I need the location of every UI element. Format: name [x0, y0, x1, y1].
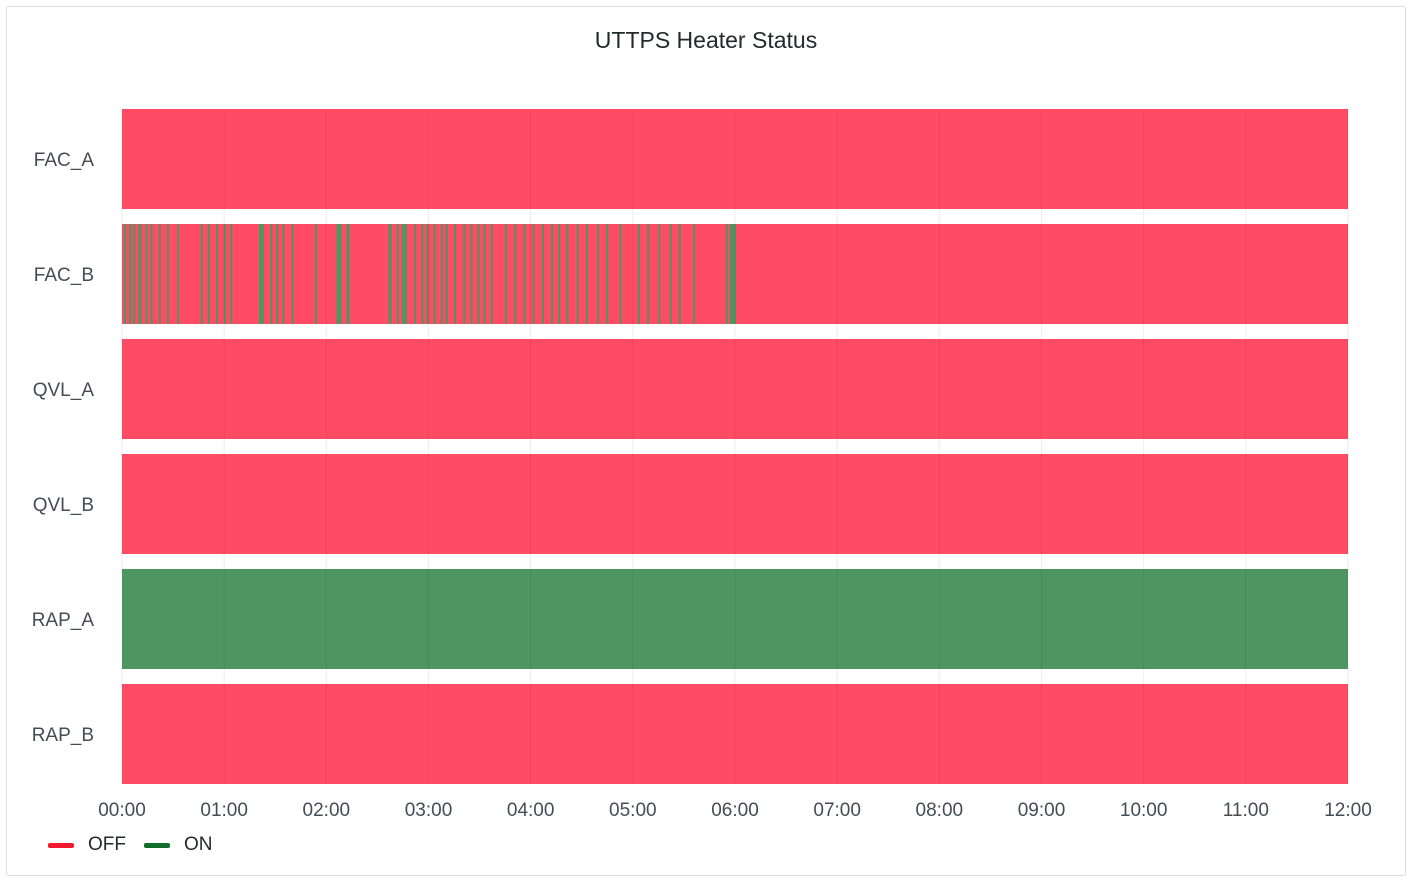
on-segment[interactable] [200, 224, 203, 324]
on-segment[interactable] [215, 224, 218, 324]
on-segment[interactable] [433, 224, 436, 324]
timeline-row-qvl-b[interactable] [122, 454, 1348, 554]
timeline-row-fac-a[interactable] [122, 109, 1348, 209]
on-segment[interactable] [597, 224, 600, 324]
on-segment[interactable] [336, 224, 342, 324]
x-tick-label: 06:00 [711, 800, 759, 821]
x-tick-label: 03:00 [405, 800, 453, 821]
on-segment[interactable] [541, 224, 544, 324]
legend-label: OFF [88, 834, 126, 855]
x-tick-label: 05:00 [609, 800, 657, 821]
on-segment[interactable] [445, 224, 448, 324]
legend-item-on[interactable]: ON [144, 834, 213, 856]
on-segment[interactable] [606, 224, 609, 324]
on-segment[interactable] [258, 224, 265, 324]
on-segment[interactable] [658, 224, 661, 324]
chart-title: UTTPS Heater Status [594, 27, 818, 53]
timeline-row-rap-b[interactable] [122, 684, 1348, 784]
x-tick-label: 00:00 [98, 800, 146, 821]
on-segment[interactable] [138, 224, 142, 324]
on-segment[interactable] [490, 224, 493, 324]
on-segment[interactable] [414, 224, 417, 324]
on-segment[interactable] [576, 224, 579, 324]
on-segment[interactable] [551, 224, 554, 324]
x-tick-label: 10:00 [1120, 800, 1168, 821]
on-segment[interactable] [421, 224, 424, 324]
on-segment[interactable] [678, 224, 681, 324]
legend-swatch [48, 842, 74, 848]
x-tick-label: 12:00 [1324, 800, 1372, 821]
on-segment[interactable] [133, 224, 136, 324]
on-segment[interactable] [566, 224, 569, 324]
x-tick-label: 07:00 [813, 800, 861, 821]
on-segment[interactable] [725, 224, 728, 324]
on-segment[interactable] [532, 224, 535, 324]
on-segment[interactable] [505, 224, 508, 324]
timeline-row-qvl-a[interactable] [122, 339, 1348, 439]
on-segment[interactable] [440, 224, 443, 324]
on-segment[interactable] [177, 224, 180, 324]
on-segment[interactable] [514, 224, 517, 324]
on-segment[interactable] [426, 224, 429, 324]
on-segment[interactable] [693, 224, 696, 324]
on-segment[interactable] [585, 224, 588, 324]
on-segment[interactable] [230, 224, 233, 324]
on-segment[interactable] [669, 224, 672, 324]
on-segment[interactable] [270, 224, 273, 324]
x-tick-label: 08:00 [916, 800, 964, 821]
on-segment[interactable] [129, 224, 132, 324]
row-label: FAC_A [34, 150, 95, 171]
on-segment[interactable] [291, 224, 294, 324]
on-segment[interactable] [401, 224, 408, 324]
on-segment[interactable] [470, 224, 473, 324]
on-segment[interactable] [558, 224, 561, 324]
on-segment[interactable] [158, 224, 161, 324]
on-segment[interactable] [276, 224, 279, 324]
on-segment[interactable] [647, 224, 650, 324]
on-segment[interactable] [523, 224, 526, 324]
row-label: QVL_A [33, 380, 95, 401]
legend-label: ON [184, 834, 213, 855]
on-segment[interactable] [124, 224, 127, 324]
on-segment[interactable] [477, 224, 480, 324]
on-segment[interactable] [315, 224, 318, 324]
on-segment[interactable] [454, 224, 457, 324]
x-tick-label: 09:00 [1018, 800, 1066, 821]
legend-swatch [144, 842, 170, 848]
row-label: QVL_B [33, 495, 94, 516]
on-segment[interactable] [346, 224, 350, 324]
on-segment[interactable] [396, 224, 399, 324]
x-tick-label: 11:00 [1223, 800, 1269, 821]
on-segment[interactable] [388, 224, 392, 324]
on-segment[interactable] [166, 224, 169, 324]
x-tick-label: 04:00 [507, 800, 555, 821]
on-segment[interactable] [145, 224, 148, 324]
on-segment[interactable] [282, 224, 285, 324]
on-segment[interactable] [619, 224, 622, 324]
on-segment[interactable] [207, 224, 210, 324]
row-label: FAC_B [34, 265, 94, 286]
on-segment[interactable] [122, 569, 1348, 669]
legend-item-off[interactable]: OFF [48, 834, 126, 856]
on-segment[interactable] [463, 224, 466, 324]
on-segment[interactable] [483, 224, 486, 324]
on-segment[interactable] [637, 224, 640, 324]
x-tick-label: 01:00 [200, 800, 248, 821]
on-segment[interactable] [150, 224, 153, 324]
row-label: RAP_A [32, 610, 95, 631]
on-segment[interactable] [729, 224, 737, 324]
x-tick-label: 02:00 [303, 800, 351, 821]
chart-legend: OFF ON [48, 834, 231, 856]
on-segment[interactable] [224, 224, 227, 324]
row-label: RAP_B [32, 725, 94, 746]
